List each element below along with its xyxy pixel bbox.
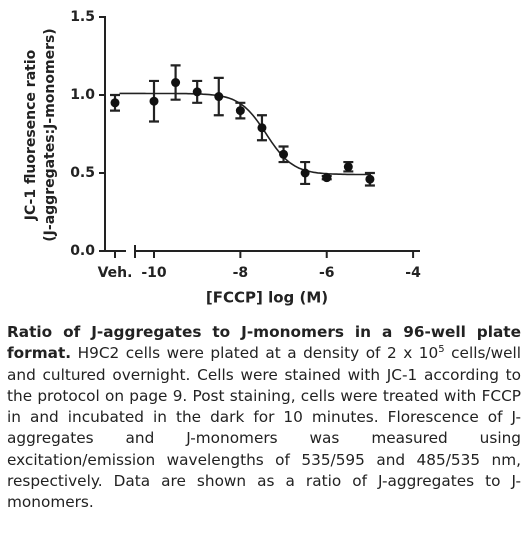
data-point [343,162,353,172]
y-tick-label: 0.5 [70,165,95,181]
data-point [192,87,202,97]
data-point [257,123,267,133]
x-tick-label: -6 [319,265,335,281]
vehicle-point [110,98,120,108]
x-tick-label: -8 [233,265,249,281]
x-tick-label: -10 [141,265,167,281]
data-point [149,96,159,106]
fit-curve [119,92,370,176]
data-point [365,174,375,184]
data-point [235,106,245,116]
caption-text: H9C2 cells were plated at a density of 2… [71,344,439,363]
y-axis-label: JC-1 fluoresence ratio [23,49,39,221]
superscript: 5 [438,344,445,356]
chart: Veh. [FCCP] log (M) JC-1 fluoresence rat… [23,9,421,307]
x-tick-label: -4 [405,265,421,281]
caption: Ratio of J-aggregates to J-monomers in a… [7,322,521,514]
caption-text: cells/well and cultured overnight. Cells… [7,344,521,512]
data-point [300,168,310,178]
caption-title: Ratio of J-aggregates to J-monomers in a… [7,323,521,363]
data-point [279,149,289,159]
y-tick-label: 0.0 [70,243,95,259]
data-point [322,173,332,183]
data-point [171,78,181,88]
y-tick-label: 1.0 [70,87,95,103]
data-point [214,92,224,102]
vehicle-label: Veh. [98,265,133,281]
y-tick-label: 1.5 [70,9,95,25]
x-axis-label: [FCCP] log (M) [206,289,328,307]
y-axis-label: (J-aggregates:J-monomers) [42,28,58,241]
